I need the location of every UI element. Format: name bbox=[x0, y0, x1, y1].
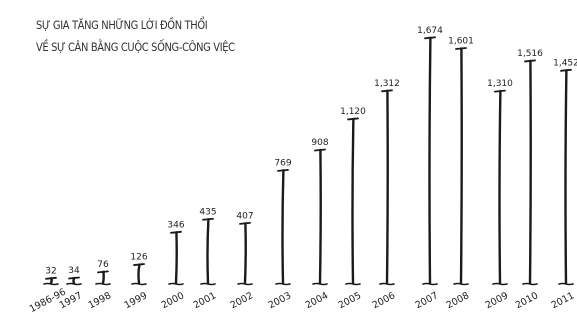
x-tick-label: 2000 bbox=[160, 290, 187, 311]
bar bbox=[428, 36, 432, 285]
data-label: 1,516 bbox=[517, 49, 543, 59]
data-label: 1,312 bbox=[374, 79, 400, 89]
bar bbox=[564, 69, 568, 285]
bar bbox=[281, 169, 285, 285]
bar bbox=[459, 47, 463, 285]
bar-cap bbox=[524, 59, 536, 63]
bar bbox=[318, 148, 322, 285]
bar-cap bbox=[68, 276, 80, 280]
bar-cap bbox=[424, 36, 436, 40]
bar bbox=[385, 89, 389, 285]
bar bbox=[243, 222, 247, 285]
bar-cap bbox=[347, 117, 359, 121]
x-tick-label: 2002 bbox=[229, 290, 256, 311]
bar-cap bbox=[314, 148, 326, 152]
x-tick-label: 2010 bbox=[514, 290, 541, 311]
data-label: 34 bbox=[68, 266, 80, 276]
bar-cap bbox=[455, 47, 467, 50]
x-tick-label: 2006 bbox=[371, 290, 398, 311]
bar bbox=[528, 59, 532, 285]
bar-cap bbox=[170, 230, 182, 234]
data-label: 126 bbox=[130, 253, 147, 263]
x-tick-label: 1998 bbox=[87, 290, 114, 311]
x-tick-label: 2004 bbox=[304, 290, 331, 311]
bar bbox=[137, 263, 141, 285]
bar-cap bbox=[45, 276, 57, 280]
x-tick-label: 2003 bbox=[267, 290, 294, 311]
x-tick-label: 1999 bbox=[123, 290, 150, 311]
data-label: 32 bbox=[45, 266, 56, 276]
data-label: 1,452 bbox=[553, 58, 577, 68]
data-label: 1,601 bbox=[448, 37, 474, 47]
data-label: 1,120 bbox=[340, 107, 366, 117]
bar-cap bbox=[97, 270, 109, 274]
bar bbox=[351, 117, 355, 285]
chart-title-line-2: VỀ SỰ CÂN BẰNG CUỘC SỐNG-CÔNG VIỆC bbox=[36, 40, 235, 54]
x-tick-label: 2005 bbox=[337, 290, 364, 311]
data-label: 1,674 bbox=[417, 26, 443, 36]
x-tick-label: 2001 bbox=[192, 290, 219, 311]
data-label: 346 bbox=[167, 220, 184, 230]
x-tick-label: 2008 bbox=[445, 290, 472, 311]
data-label: 769 bbox=[274, 158, 291, 168]
bar-cap bbox=[560, 68, 572, 72]
data-label: 908 bbox=[311, 138, 328, 148]
chart-title: SỰ GIA TĂNG NHỮNG LỜI ĐỒN THỔI VỀ SỰ CÂN… bbox=[36, 14, 235, 58]
data-label: 407 bbox=[236, 211, 253, 221]
bar-cap bbox=[381, 89, 393, 93]
bar bbox=[174, 231, 178, 285]
bar-cap bbox=[202, 217, 214, 221]
chart-title-line-1: SỰ GIA TĂNG NHỮNG LỜI ĐỒN THỔI bbox=[36, 18, 208, 32]
bar bbox=[101, 270, 105, 285]
bar bbox=[206, 218, 210, 285]
bar-cap bbox=[133, 263, 145, 266]
bar bbox=[498, 89, 502, 285]
x-tick-label: 2007 bbox=[414, 290, 441, 311]
bar-cap bbox=[494, 89, 506, 93]
x-tick-label: 2011 bbox=[550, 290, 577, 311]
bar-cap bbox=[277, 168, 289, 172]
bar-cap bbox=[239, 221, 251, 225]
data-label: 76 bbox=[97, 260, 109, 270]
x-tick-label: 2009 bbox=[484, 290, 511, 311]
data-label: 1,310 bbox=[487, 79, 513, 89]
data-label: 435 bbox=[199, 207, 216, 217]
